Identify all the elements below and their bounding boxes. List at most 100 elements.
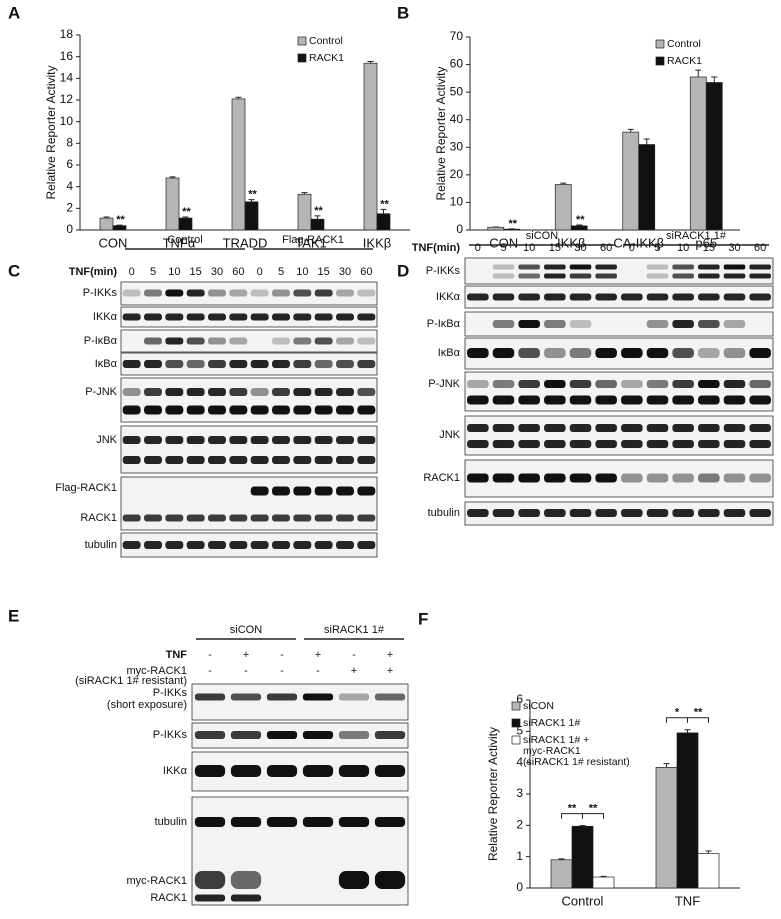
blot-band: [186, 541, 205, 549]
blot-band: [229, 456, 248, 464]
lane-time: 30: [728, 242, 740, 254]
y-tick-label: 18: [60, 27, 74, 41]
blot-band: [302, 693, 334, 701]
significance: **: [694, 707, 703, 719]
condition-label: (siRACK1 1# resistant): [75, 675, 187, 687]
y-tick-label: 12: [60, 92, 74, 106]
blot-box: [464, 285, 774, 309]
blot-band: [357, 289, 376, 297]
bar: [99, 217, 114, 231]
blot-label: Flag-RACK1: [55, 482, 117, 494]
x-tick-label: TNF: [675, 893, 700, 908]
error-bar: [705, 850, 712, 854]
blot-band: [314, 289, 333, 297]
blot-band: [266, 693, 298, 701]
blot-band: [144, 514, 162, 522]
blot-band: [723, 264, 746, 270]
blot-band: [336, 289, 354, 297]
lane-time: 10: [523, 242, 535, 254]
blot-band: [250, 313, 269, 321]
blot-band: [569, 320, 592, 328]
blot-band: [186, 436, 205, 444]
lane-time: 15: [703, 242, 715, 254]
blot-band: [293, 405, 312, 415]
blot-band: [723, 473, 746, 483]
legend-label: Control: [309, 35, 343, 47]
blot-band: [357, 541, 376, 549]
group-label: Flag-RACK1: [282, 234, 344, 246]
blot-band: [229, 514, 248, 522]
blot-band: [194, 765, 226, 777]
blot-band: [293, 337, 312, 345]
blot-band: [595, 264, 617, 270]
condition-sign: -: [244, 665, 248, 677]
bar: [689, 76, 707, 231]
blot-band: [230, 765, 262, 777]
blot-band: [357, 388, 376, 396]
significance-bracket: [582, 813, 604, 819]
error-bar: [380, 208, 387, 214]
blot-band: [569, 473, 592, 483]
significance: **: [248, 189, 257, 201]
blot-band: [336, 405, 354, 415]
blot-band: [595, 440, 617, 448]
blot-band: [672, 395, 694, 405]
error-bar: [576, 224, 583, 226]
blot-band: [229, 289, 248, 297]
blot-band: [230, 894, 262, 902]
blot-band: [569, 348, 592, 358]
blot-band: [314, 405, 333, 415]
blot-band: [672, 440, 694, 448]
bar: [697, 853, 720, 889]
error-bar: [235, 96, 242, 99]
blot-band: [646, 473, 669, 483]
panel-letter: E: [8, 606, 19, 625]
blot-band: [230, 693, 262, 701]
x-tick-label: IKKβ: [557, 235, 585, 250]
condition-sign: +: [315, 649, 321, 661]
blot-band: [272, 360, 290, 368]
blot-band: [374, 817, 406, 827]
x-tick-label: TNFα: [163, 235, 196, 250]
condition-sign: +: [387, 649, 393, 661]
blot-band: [492, 473, 515, 483]
blot-box: [191, 683, 409, 721]
y-tick-label: 14: [60, 71, 74, 85]
blot-band: [208, 289, 226, 297]
blot-band: [250, 514, 269, 522]
blot-band: [272, 541, 290, 549]
lane-time: 10: [168, 266, 180, 278]
lane-time: 5: [278, 266, 284, 278]
blot-band: [467, 380, 489, 388]
error-bar: [248, 199, 255, 202]
blot-band: [544, 264, 566, 270]
legend-line: myc-RACK1: [523, 745, 581, 757]
legend-swatch: [511, 701, 521, 711]
legend-swatch: [655, 39, 665, 49]
blot-band: [698, 320, 720, 328]
blot-band: [357, 514, 376, 522]
blot-band: [723, 509, 746, 517]
blot-band: [250, 405, 269, 415]
bar: [178, 217, 193, 231]
panel-letter: D: [397, 261, 409, 280]
blot-band: [357, 436, 376, 444]
y-tick-label: 4: [66, 179, 73, 193]
blot-band: [646, 273, 669, 279]
blot-band: [230, 731, 262, 739]
blot-band: [492, 348, 515, 358]
blot-band: [518, 509, 540, 517]
bar: [376, 213, 391, 231]
error-bar: [169, 176, 176, 178]
blot-band: [646, 264, 669, 270]
blot-band: [749, 395, 771, 405]
blot-box: [464, 337, 774, 370]
blot-band: [208, 405, 226, 415]
blot-band: [165, 337, 184, 345]
blot-band: [723, 395, 746, 405]
x-tick-label: IKKβ: [363, 235, 391, 250]
blot-band: [314, 337, 333, 345]
condition-sign: -: [280, 649, 284, 661]
blot-label: RACK1: [150, 892, 187, 904]
y-tick-label: 5: [516, 724, 523, 738]
